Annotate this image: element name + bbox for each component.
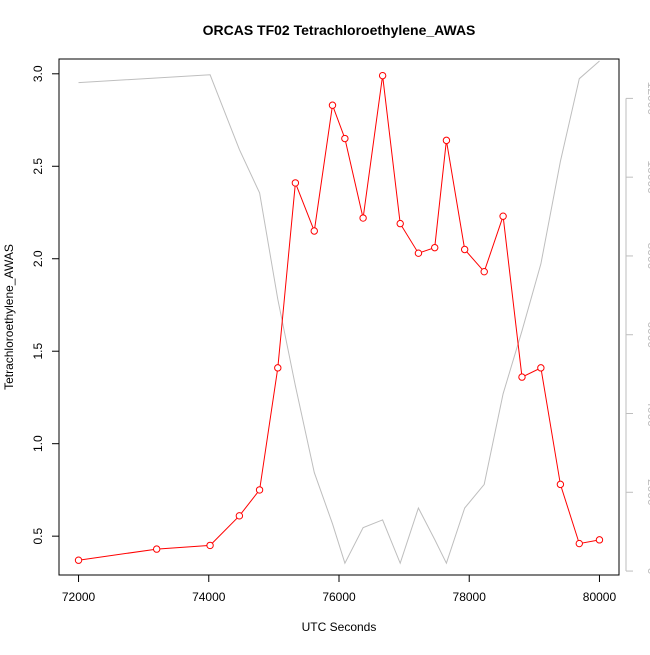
- y-axis-left: 0.5 1.0 1.5 2.0 2.5 3.0: [31, 65, 59, 545]
- y-axis-right: 0 2000 4000 6000 8000 10000 12000: [625, 82, 650, 575]
- data-point: [378, 71, 387, 80]
- data-point: [537, 364, 545, 372]
- x-tick-label: 76000: [322, 590, 356, 604]
- x-tick-label: 72000: [62, 590, 96, 604]
- data-point: [431, 243, 439, 252]
- data-point: [460, 245, 469, 254]
- data-point: [341, 134, 349, 143]
- y-tick-label: 2.5: [31, 158, 45, 175]
- data-point: [442, 136, 451, 145]
- y-tick-label: 1.5: [31, 343, 45, 360]
- y-right-tick-label: 12000: [645, 82, 650, 116]
- series-line: [78, 60, 600, 565]
- data-point: [152, 545, 161, 553]
- data-point: [480, 267, 488, 276]
- data-point: [74, 556, 83, 564]
- y-right-tick-label: 10000: [645, 160, 650, 194]
- y-tick-label: 0.5: [31, 527, 45, 544]
- series-left-axis: [74, 71, 604, 564]
- data-point: [291, 179, 300, 187]
- data-point: [595, 536, 604, 544]
- data-point: [206, 541, 214, 550]
- y-right-tick-label: 2000: [645, 479, 650, 506]
- x-tick-label: 78000: [453, 590, 487, 604]
- y-right-tick-label: 4000: [645, 400, 650, 427]
- y-tick-label: 3.0: [31, 65, 45, 82]
- x-tick-label: 74000: [192, 590, 226, 604]
- data-point: [518, 373, 526, 381]
- y-tick-label: 2.0: [31, 250, 45, 267]
- data-point: [396, 219, 404, 228]
- y-right-tick-label: 0: [645, 568, 650, 575]
- data-point: [310, 227, 318, 235]
- data-point: [556, 480, 565, 489]
- y-tick-label: 1.0: [31, 435, 45, 452]
- x-tick-label: 80000: [583, 590, 617, 604]
- series-layer: [74, 60, 604, 565]
- data-point: [575, 539, 583, 548]
- y-right-tick-label: 6000: [645, 321, 650, 348]
- data-point: [274, 364, 282, 372]
- data-point: [255, 486, 264, 494]
- chart-title: ORCAS TF02 Tetrachloroethylene_AWAS: [203, 22, 476, 38]
- data-point: [414, 249, 423, 257]
- y-right-tick-label: 8000: [645, 243, 650, 270]
- series-right-axis: [78, 60, 600, 565]
- data-point: [235, 512, 244, 520]
- data-point: [359, 214, 367, 222]
- data-point: [328, 101, 337, 109]
- x-axis: 72000 74000 76000 78000 80000: [62, 575, 617, 604]
- y-axis-label: Tetrachloroethylene_AWAS: [2, 244, 16, 390]
- data-point: [499, 212, 507, 220]
- x-axis-label: UTC Seconds: [302, 620, 377, 634]
